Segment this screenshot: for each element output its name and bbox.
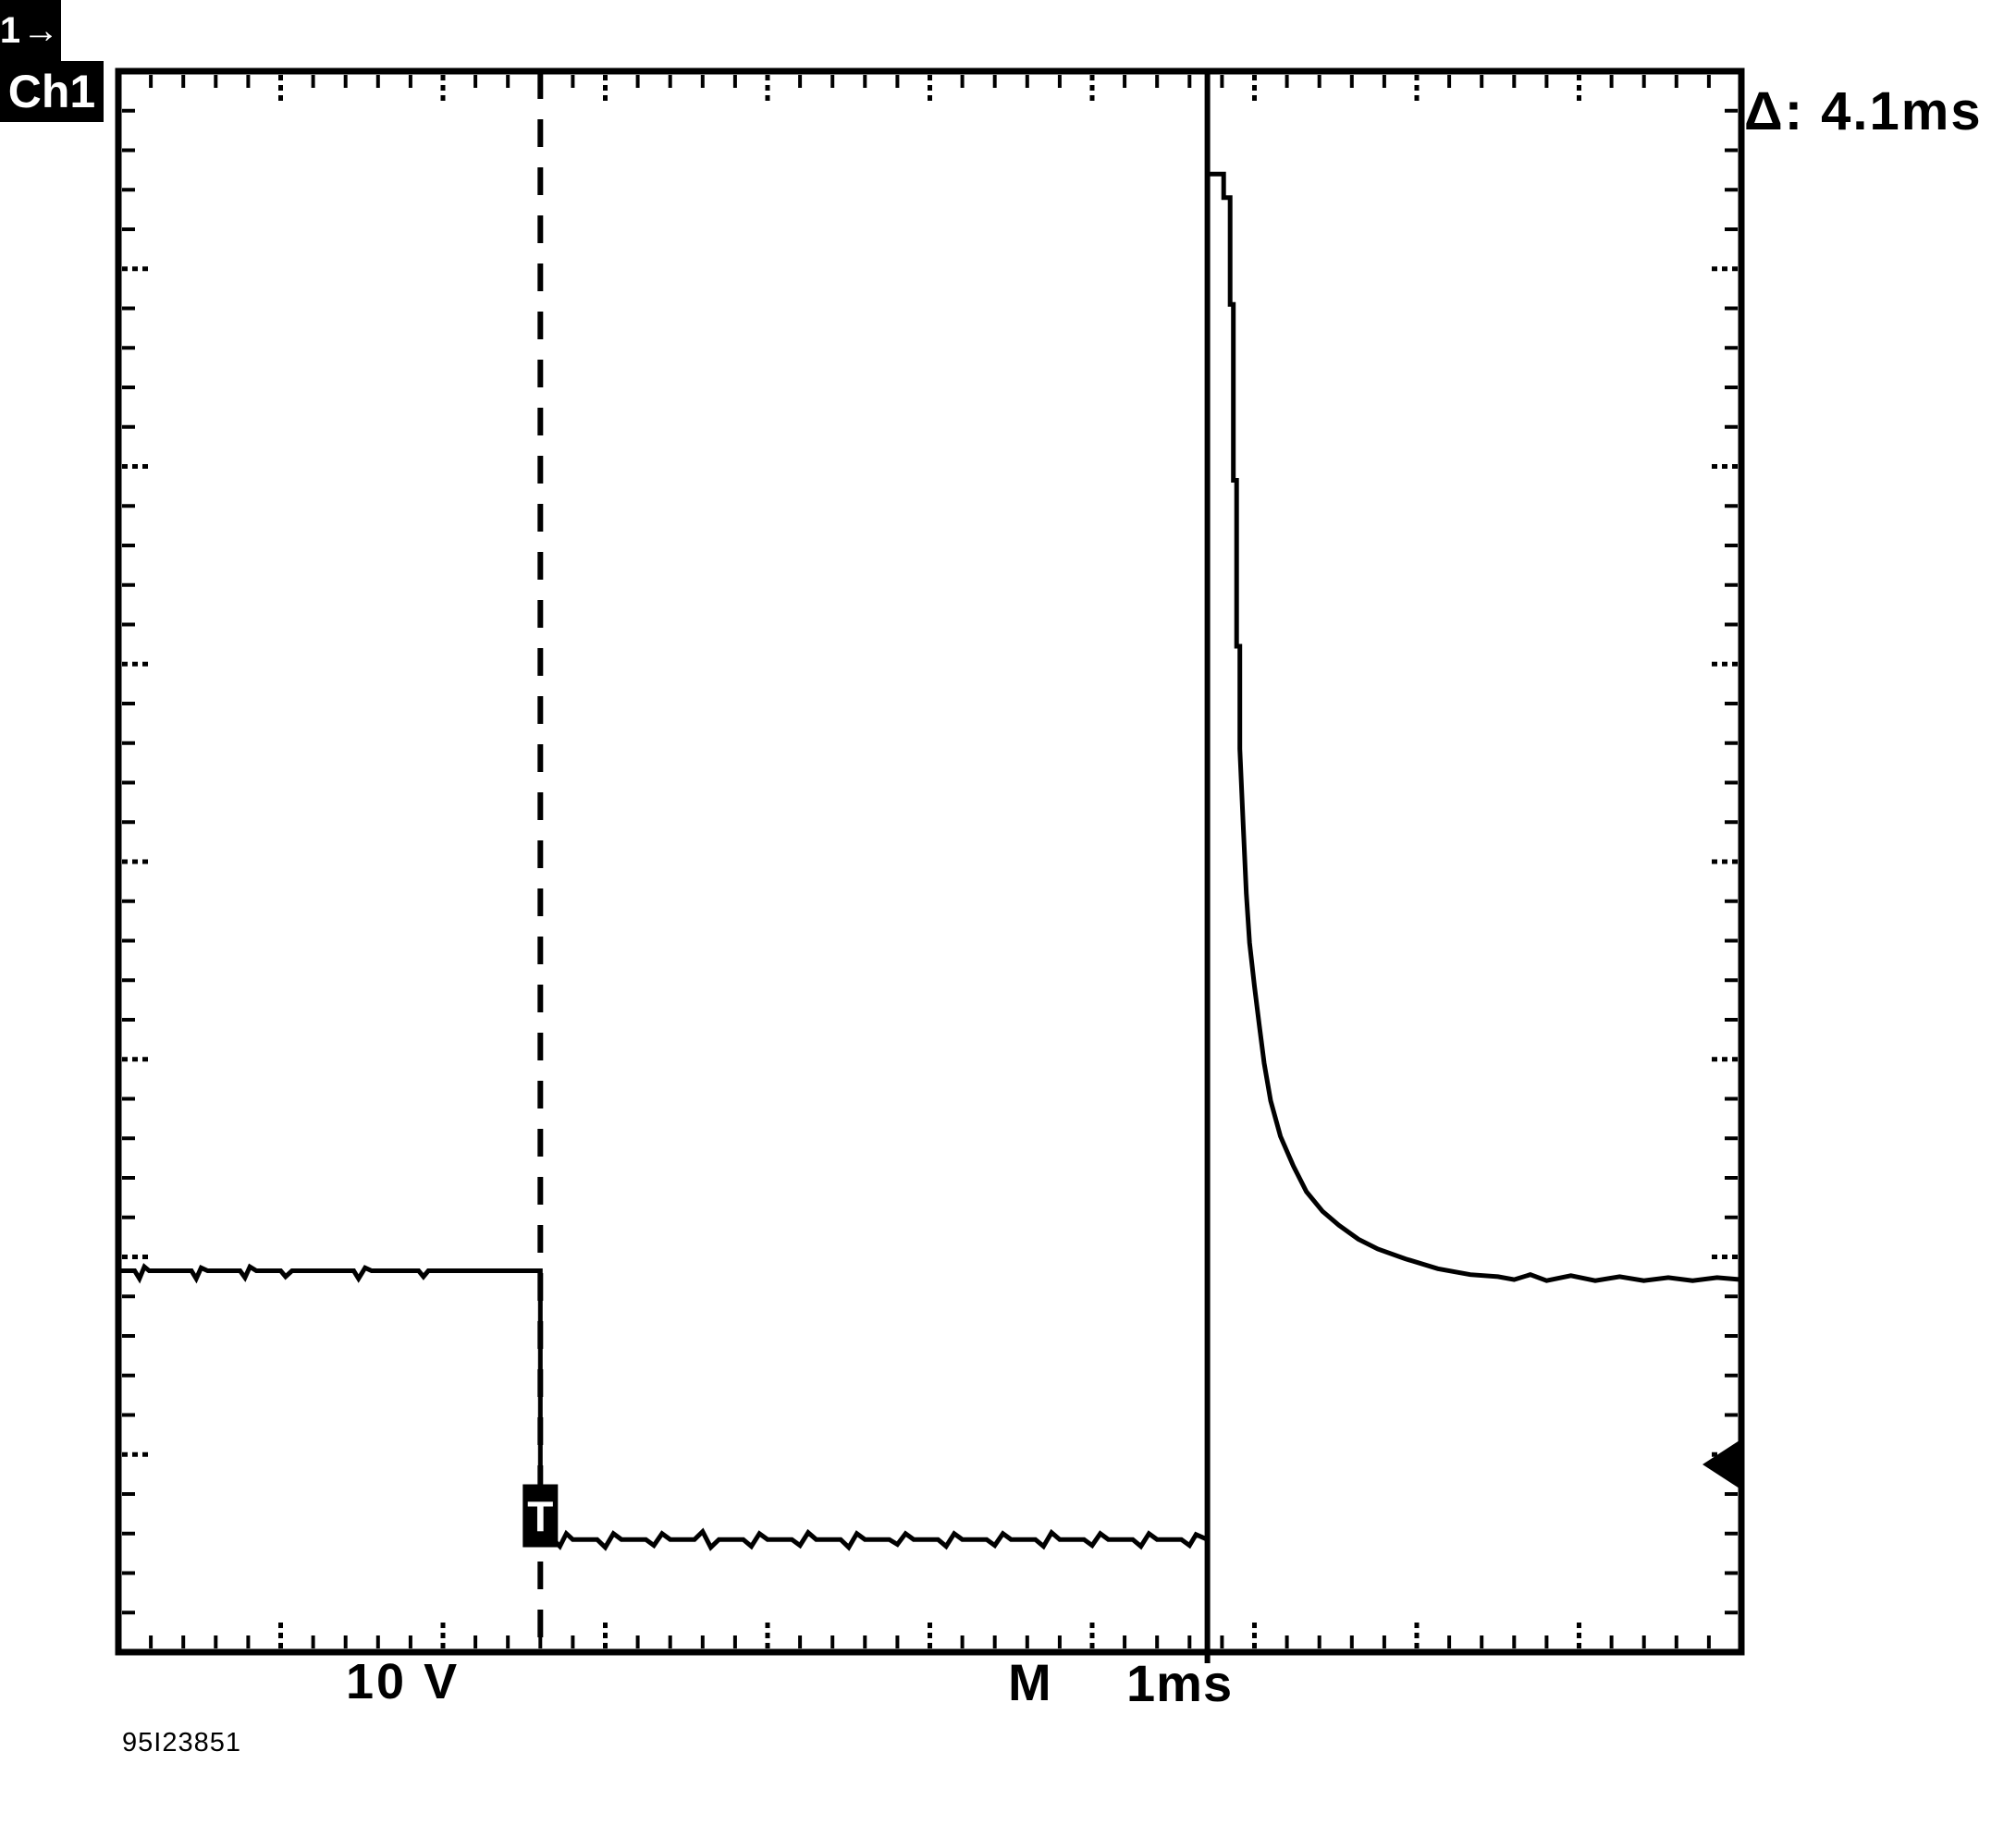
channel1-ground-marker: 1→ [0, 0, 61, 61]
channel-badge: Ch1 [0, 61, 104, 122]
timebase-prefix: M [1008, 1653, 1051, 1711]
graticule-border [115, 67, 1745, 1656]
trigger-level-arrow-icon [1703, 1439, 1739, 1488]
volts-per-div-readout: 10 V [346, 1654, 461, 1709]
svg-text:T: T [527, 1493, 553, 1541]
trigger-point-marker: T [522, 1484, 559, 1548]
waveform-trace-ch1 [118, 171, 1742, 1551]
photo-id-label: 95I23851 [122, 1728, 241, 1758]
cursor-delta-readout: Δ: 4.1ms [1744, 81, 1983, 141]
time-per-div-readout: 1ms [1126, 1654, 1234, 1712]
channel-badge-label: Ch1 [7, 66, 96, 117]
channel1-ground-marker-label: 1→ [0, 9, 62, 51]
graticule-ticks [122, 75, 1738, 1648]
